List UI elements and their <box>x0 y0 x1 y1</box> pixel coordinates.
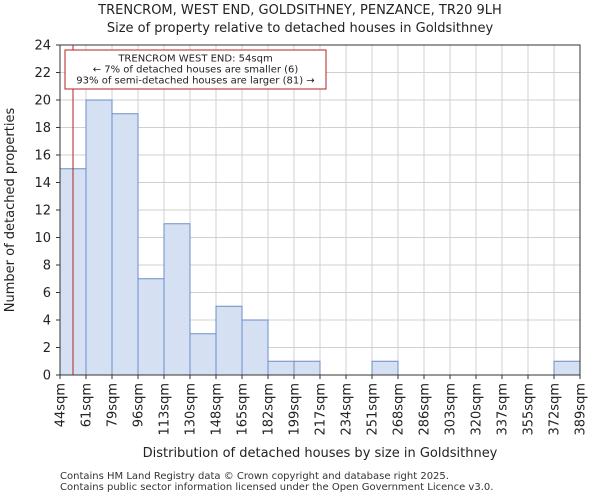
y-tick-label-18: 18 <box>34 121 51 136</box>
y-tick-label-16: 16 <box>34 149 51 164</box>
x-tick-label-251sqm: 251sqm <box>366 383 381 436</box>
footer-line-1: Contains HM Land Registry data © Crown c… <box>60 471 449 482</box>
bar-165sqm <box>241 319 269 376</box>
chart-subtitle: Size of property relative to detached ho… <box>106 21 494 36</box>
x-tick-label-61sqm: 61sqm <box>80 383 95 427</box>
y-tick-label-10: 10 <box>34 231 51 246</box>
x-tick-label-268sqm: 268sqm <box>392 383 407 436</box>
x-tick-label-389sqm: 389sqm <box>574 383 589 436</box>
x-tick-label-130sqm: 130sqm <box>184 383 199 436</box>
bar-96sqm <box>137 278 165 376</box>
y-axis-label: Number of detached properties <box>3 108 18 313</box>
x-axis-label: Distribution of detached houses by size … <box>143 446 498 461</box>
bar-79sqm <box>111 113 139 376</box>
x-tick-label-303sqm: 303sqm <box>444 383 459 436</box>
x-tick-label-96sqm: 96sqm <box>132 383 147 427</box>
y-tick-label-24: 24 <box>34 39 51 54</box>
bar-182sqm <box>267 360 295 376</box>
x-tick-label-148sqm: 148sqm <box>210 383 225 436</box>
annotation-line-3: 93% of semi-detached houses are larger (… <box>76 76 314 87</box>
x-tick-label-113sqm: 113sqm <box>158 383 173 436</box>
x-tick-label-217sqm: 217sqm <box>314 383 329 436</box>
x-tick-label-44sqm: 44sqm <box>54 383 69 427</box>
annotation-box: TRENCROM WEST END: 54sqm ← 7% of detache… <box>64 49 327 90</box>
bar-113sqm <box>163 223 191 376</box>
x-tick-label-199sqm: 199sqm <box>288 383 303 436</box>
y-tick-label-6: 6 <box>43 286 51 301</box>
y-tick-label-20: 20 <box>34 94 51 109</box>
x-tick-labels: 44sqm 61sqm 79sqm 96sqm 113sqm 130sqm 148sqm 16… <box>54 375 589 436</box>
x-tick-label-182sqm: 182sqm <box>262 383 277 436</box>
x-tick-label-372sqm: 372sqm <box>548 383 563 436</box>
bar-148sqm <box>215 305 243 376</box>
annotation-line-2: ← 7% of detached houses are smaller (6) <box>93 65 299 76</box>
x-tick-label-286sqm: 286sqm <box>418 383 433 436</box>
bar-199sqm <box>293 360 321 376</box>
footer: Contains HM Land Registry data © Crown c… <box>60 471 493 493</box>
x-tick-label-320sqm: 320sqm <box>470 383 485 436</box>
y-tick-label-8: 8 <box>43 259 51 274</box>
footer-line-2: Contains public sector information licen… <box>60 482 494 493</box>
annotation-border <box>64 49 327 90</box>
x-tick-label-165sqm: 165sqm <box>236 383 251 436</box>
y-tick-label-22: 22 <box>34 66 51 81</box>
chart-title-block: TRENCROM, WEST END, GOLDSITHNEY, PENZANC… <box>0 0 600 38</box>
bar-372sqm <box>553 360 581 376</box>
x-tick-label-234sqm: 234sqm <box>340 383 355 436</box>
x-tick-label-337sqm: 337sqm <box>496 383 511 436</box>
y-tick-label-0: 0 <box>43 369 51 384</box>
bar-251sqm <box>371 360 399 376</box>
y-tick-label-12: 12 <box>34 204 51 219</box>
y-tick-label-2: 2 <box>43 341 51 356</box>
x-tick-label-355sqm: 355sqm <box>522 383 537 436</box>
y-tick-label-14: 14 <box>34 176 51 191</box>
bar-61sqm <box>85 99 113 376</box>
y-tick-label-4: 4 <box>43 314 51 329</box>
annotation-line-1: TRENCROM WEST END: 54sqm <box>117 54 272 65</box>
bar-130sqm <box>189 333 217 376</box>
x-tick-label-79sqm: 79sqm <box>106 383 121 427</box>
chart-title: TRENCROM, WEST END, GOLDSITHNEY, PENZANC… <box>98 3 502 18</box>
